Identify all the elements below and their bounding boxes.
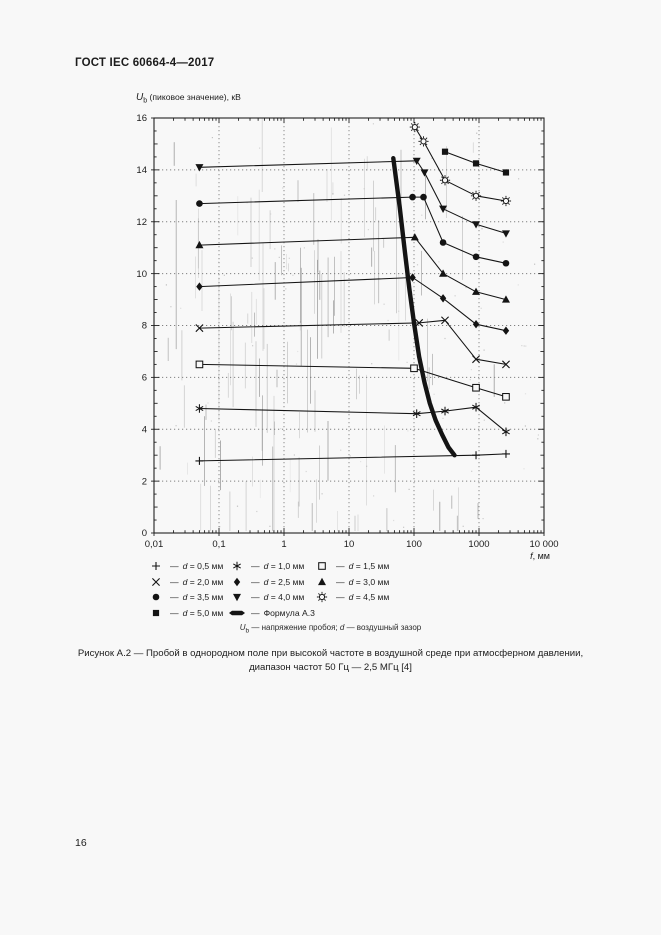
legend-item-d20: — d = 2,0 мм (146, 576, 227, 588)
y-tick-label: 6 (142, 373, 147, 384)
x-tick-label: 10 000 (529, 539, 558, 550)
legend-note: Ub — напряжение пробоя; d — воздушный за… (239, 623, 422, 635)
y-tick-label: 0 (142, 528, 147, 539)
x-tick-label: 0,01 (145, 539, 164, 550)
y-tick-label: 14 (136, 165, 147, 176)
legend-separator: — (251, 592, 260, 602)
series-d25 (196, 273, 510, 335)
circle-marker-icon (152, 593, 160, 601)
y-tick-label: 10 (136, 269, 147, 280)
legend-separator: — (170, 607, 179, 618)
legend-label: d = 3,0 мм (348, 576, 390, 587)
triangle-up-marker-icon (318, 577, 326, 585)
y-tick-label: 12 (136, 217, 147, 228)
document-header: ГОСТ IEC 60664-4—2017 (75, 57, 215, 69)
legend-label: d = 4,0 мм (263, 592, 305, 602)
axis-ticks (151, 117, 545, 536)
scan-noise (159, 118, 539, 531)
legend-separator: — (336, 592, 345, 602)
x-marker-icon (152, 577, 160, 586)
x-axis-label: f, мм (530, 551, 550, 561)
series-d20 (195, 316, 510, 369)
legend-separator: — (170, 561, 179, 571)
legend-item-d50: — d = 5,0 мм (146, 607, 227, 619)
page-number: 16 (75, 837, 87, 849)
sun-marker-icon (316, 591, 328, 603)
legend-label: d = 3,5 мм (182, 592, 224, 602)
series-d45 (409, 121, 512, 207)
figure-caption-line2: диапазон частот 50 Гц — 2,5 МГц [4] (249, 661, 412, 673)
chart-legend: — d = 0,5 мм — d = 1,0 мм — d = 1,5 мм — d = 2,… (146, 560, 432, 619)
series-d10 (195, 402, 510, 437)
x-tick-label: 100 (406, 539, 422, 550)
series-d05 (195, 449, 510, 465)
legend-label: d = 0,5 мм (182, 561, 224, 571)
thick-line-marker-icon (229, 610, 245, 615)
plus-marker-icon (152, 562, 160, 570)
x-tick-label: 1000 (468, 539, 489, 550)
x-tick-label: 10 (344, 539, 355, 550)
y-tick-label: 16 (136, 113, 147, 124)
legend-separator: — (336, 561, 345, 571)
star6-marker-icon (233, 561, 241, 571)
legend-item-formula: — Формула А.3 (227, 607, 315, 619)
legend-separator: — (170, 592, 179, 602)
series-d50 (441, 148, 510, 176)
legend-label: d = 1,0 мм (263, 561, 305, 571)
legend-item-d40: — d = 4,0 мм (227, 591, 312, 603)
legend-separator: — (170, 576, 179, 587)
diamond-marker-icon (233, 577, 241, 586)
legend-item-d15: — d = 1,5 мм (312, 560, 432, 572)
figure-caption-line1: Рисунок А.2 — Пробой в однородном поле п… (77, 648, 584, 659)
legend-label: d = 5,0 мм (182, 607, 224, 618)
legend-item-d35: — d = 3,5 мм (146, 591, 227, 603)
series-d30 (195, 233, 510, 303)
legend-item-d05: — d = 0,5 мм (146, 560, 227, 572)
legend-item-d30: — d = 3,0 мм (312, 576, 432, 588)
legend-separator: — (251, 607, 260, 618)
triangle-down-marker-icon (233, 593, 241, 602)
legend-separator: — (251, 561, 260, 571)
axis-tick-labels: 0 2 4 6 8 10 12 14 16 0,01 0,1 1 10 100 1000 10 000 (136, 113, 558, 550)
series-d35 (196, 193, 510, 267)
series-formula (391, 156, 457, 458)
legend-label: Формула А.3 (263, 607, 315, 618)
gridlines (154, 118, 544, 533)
legend-label: d = 2,0 мм (182, 576, 224, 587)
series-d15 (195, 360, 510, 401)
legend-label: d = 4,5 мм (348, 592, 390, 602)
square-open-marker-icon (318, 562, 326, 570)
legend-label: d = 1,5 мм (348, 561, 390, 571)
series-d40 (195, 157, 510, 238)
legend-item-d45: — d = 4,5 мм (312, 591, 432, 603)
x-tick-label: 1 (281, 539, 286, 550)
x-tick-label: 0,1 (212, 539, 225, 550)
figure-caption: Рисунок А.2 — Пробой в однородном поле п… (50, 647, 611, 674)
y-tick-label: 8 (142, 321, 147, 332)
y-tick-label: 2 (142, 476, 147, 487)
legend-separator: — (336, 576, 345, 587)
legend-separator: — (251, 576, 260, 587)
square-filled-marker-icon (152, 609, 160, 616)
legend-item-d25: — d = 2,5 мм (227, 576, 312, 588)
legend-label: d = 2,5 мм (263, 576, 305, 587)
legend-item-d10: — d = 1,0 мм (227, 560, 312, 572)
y-axis-title: Ub (пиковое значение), кВ (136, 92, 241, 105)
y-tick-label: 4 (142, 424, 147, 435)
